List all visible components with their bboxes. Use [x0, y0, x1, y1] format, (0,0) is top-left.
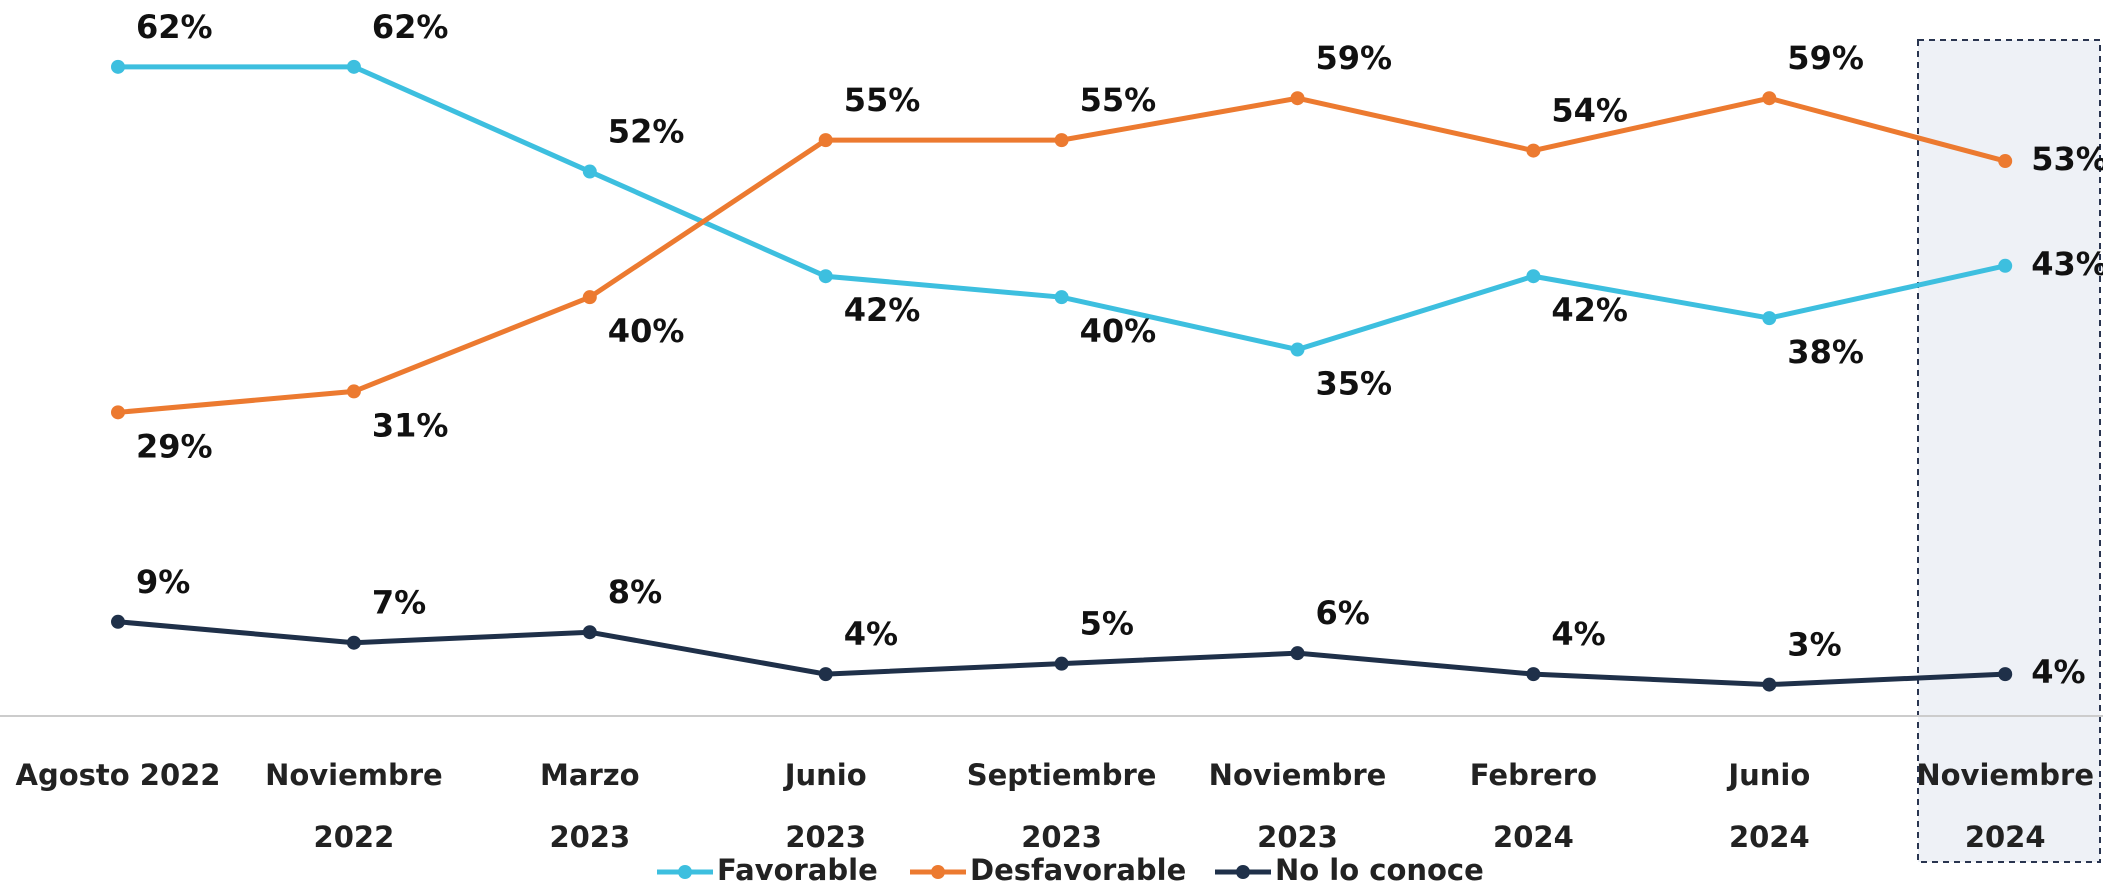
data-point [1762, 311, 1776, 325]
data-label: 42% [1551, 291, 1628, 329]
data-label: 8% [608, 573, 662, 611]
data-label: 40% [608, 312, 685, 350]
x-tick-label: Septiembre [967, 758, 1157, 792]
data-point [583, 165, 597, 179]
data-point [1291, 343, 1305, 357]
legend-marker [1236, 865, 1250, 879]
data-point [1526, 269, 1540, 283]
legend-label: No lo conoce [1275, 853, 1484, 887]
data-label: 29% [136, 427, 213, 465]
data-point [347, 384, 361, 398]
chart: Agosto 2022 Noviembre 2022 Marzo 2023 Junio 20… [0, 0, 2103, 888]
data-label: 6% [1316, 594, 1370, 632]
data-label: 59% [1316, 39, 1393, 77]
data-point [111, 60, 125, 74]
x-tick-label: 2024 [1965, 820, 2046, 854]
data-label: 31% [372, 406, 449, 444]
x-tick-label: 2024 [1493, 820, 1574, 854]
series-line [118, 622, 2005, 685]
x-tick-label: 2023 [1021, 820, 1102, 854]
x-tick-label: 2023 [549, 820, 630, 854]
data-point [583, 290, 597, 304]
data-label: 55% [1080, 81, 1157, 119]
data-label: 35% [1316, 365, 1393, 403]
data-point [1998, 667, 2012, 681]
data-point [1055, 290, 1069, 304]
data-label: 7% [372, 584, 426, 622]
data-point [1526, 667, 1540, 681]
data-label: 4% [1551, 615, 1605, 653]
legend-label: Favorable [717, 853, 878, 887]
data-point [819, 269, 833, 283]
data-point [819, 133, 833, 147]
x-tick-label: Junio [1726, 758, 1810, 792]
data-label: 54% [1551, 92, 1628, 130]
data-point [1526, 144, 1540, 158]
data-point [1762, 91, 1776, 105]
x-tick-label: 2023 [785, 820, 866, 854]
data-point [1055, 657, 1069, 671]
data-label: 4% [2031, 653, 2085, 691]
data-label: 55% [844, 81, 921, 119]
data-point [111, 615, 125, 629]
data-point [1998, 259, 2012, 273]
data-point [1291, 91, 1305, 105]
data-label: 53% [2031, 140, 2103, 178]
data-label: 5% [1080, 605, 1134, 643]
data-point [1762, 678, 1776, 692]
legend-marker [931, 865, 945, 879]
x-tick-label: 2022 [314, 820, 395, 854]
data-point [819, 667, 833, 681]
x-tick-label: 2024 [1729, 820, 1810, 854]
data-point [1055, 133, 1069, 147]
data-point [347, 60, 361, 74]
data-label: 62% [372, 8, 449, 46]
x-tick-label: Junio [783, 758, 867, 792]
data-point [347, 636, 361, 650]
x-tick-label: Noviembre [1916, 758, 2094, 792]
data-label: 59% [1787, 39, 1864, 77]
x-tick-label: Noviembre [1209, 758, 1387, 792]
x-tick-label: 2023 [1257, 820, 1338, 854]
data-label: 40% [1080, 312, 1157, 350]
data-label: 43% [2031, 245, 2103, 283]
data-label: 4% [844, 615, 898, 653]
data-label: 38% [1787, 333, 1864, 371]
x-tick-label: Marzo [540, 758, 640, 792]
data-label: 42% [844, 291, 921, 329]
data-label: 3% [1787, 626, 1841, 664]
data-label: 9% [136, 563, 190, 601]
data-point [583, 625, 597, 639]
data-point [111, 405, 125, 419]
data-point [1291, 646, 1305, 660]
x-tick-label: Noviembre [265, 758, 443, 792]
x-tick-label: Agosto 2022 [16, 758, 221, 792]
data-label: 62% [136, 8, 213, 46]
data-point [1998, 154, 2012, 168]
legend-marker [678, 865, 692, 879]
data-label: 52% [608, 113, 685, 151]
legend-label: Desfavorable [970, 853, 1186, 887]
x-tick-label: Febrero [1470, 758, 1597, 792]
